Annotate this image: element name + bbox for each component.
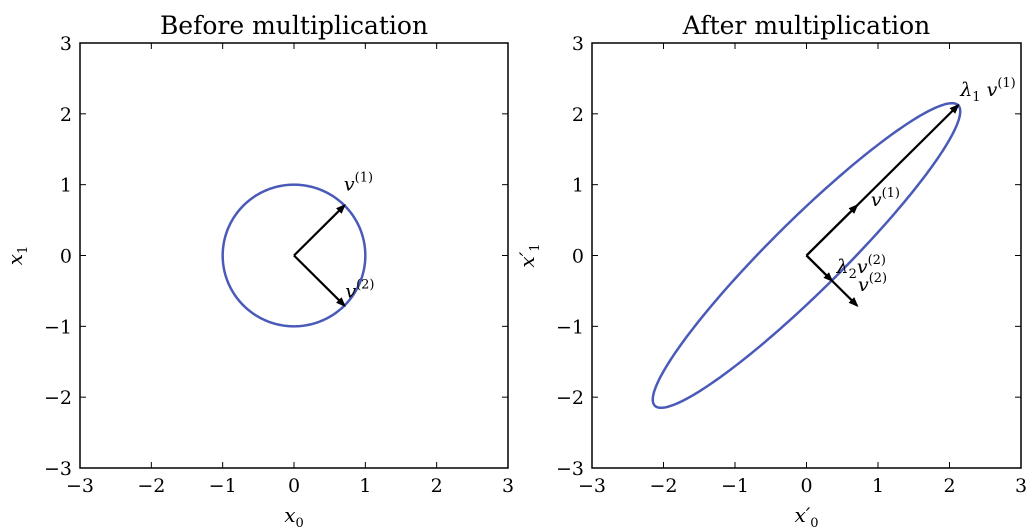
vector-label: λ1 v(1) — [959, 76, 1016, 105]
x-tick-label: 1 — [359, 475, 371, 497]
x-tick-label: −2 — [649, 475, 677, 497]
y-tick-label: −3 — [556, 458, 584, 480]
vector-label: v(2) — [858, 271, 887, 296]
x-axis-label: x′0 — [794, 503, 818, 529]
panel-title: Before multiplication — [160, 11, 428, 40]
y-tick-label: −1 — [556, 316, 584, 338]
panel-2: −3−3 −2 −2 −1 −1 0 0 1 1 2 2 3 3 After multiplication… — [515, 11, 1026, 529]
x-tick-label: 0 — [800, 475, 812, 497]
y-tick-label: −1 — [44, 316, 72, 338]
y-axis-label: x′1 — [515, 243, 543, 267]
x-tick-label: −1 — [721, 475, 749, 497]
y-tick-label: 3 — [572, 33, 584, 55]
vector-arrow — [805, 254, 859, 307]
panel-title: After multiplication — [682, 11, 931, 40]
vector-arrow — [805, 204, 859, 257]
curve — [651, 101, 962, 410]
vector-label: v(1) — [344, 170, 373, 195]
x-tick-label: 3 — [502, 475, 514, 497]
x-tick-label: −2 — [137, 475, 165, 497]
panel-1: −3−3 −2 −2 −1 −1 0 0 1 1 2 2 3 3 Before multiplicatio… — [3, 11, 514, 529]
vector-arrow — [293, 254, 346, 307]
vector-label: v(1) — [871, 186, 900, 211]
vector-arrow — [293, 204, 346, 257]
y-tick-label: −2 — [44, 387, 72, 409]
vector-label: v(2) — [345, 277, 374, 302]
y-tick-label: 0 — [572, 246, 584, 268]
y-tick-label: 1 — [572, 175, 584, 197]
curve — [221, 183, 367, 328]
vector-label: λ2v(2) — [836, 253, 886, 282]
y-tick-label: 2 — [572, 104, 584, 126]
x-tick-label: 2 — [943, 475, 955, 497]
x-tick-label: 0 — [288, 475, 300, 497]
x-tick-label: −3 — [66, 475, 94, 497]
x-axis-label: x0 — [284, 503, 304, 529]
y-tick-label: 2 — [60, 104, 72, 126]
x-tick-label: −1 — [209, 475, 237, 497]
y-axis-label: x1 — [3, 246, 31, 266]
x-tick-label: 3 — [1015, 475, 1026, 497]
y-tick-label: −2 — [556, 387, 584, 409]
x-tick-label: 2 — [431, 475, 443, 497]
y-tick-label: 0 — [60, 246, 72, 268]
y-tick-label: 3 — [60, 33, 72, 55]
x-tick-label: −3 — [578, 475, 606, 497]
y-tick-label: −3 — [44, 458, 72, 480]
y-tick-label: 1 — [60, 175, 72, 197]
x-tick-label: 1 — [872, 475, 884, 497]
